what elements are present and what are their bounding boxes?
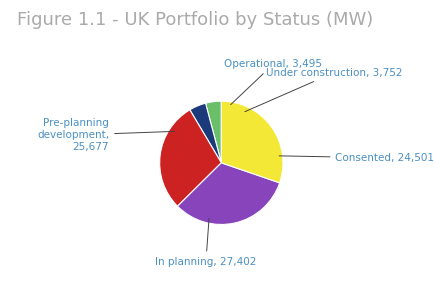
Text: Figure 1.1 - UK Portfolio by Status (MW): Figure 1.1 - UK Portfolio by Status (MW): [17, 11, 374, 29]
Wedge shape: [206, 101, 221, 163]
Wedge shape: [190, 103, 221, 163]
Wedge shape: [160, 110, 221, 206]
Text: In planning, 27,402: In planning, 27,402: [155, 219, 256, 266]
Text: Under construction, 3,752: Under construction, 3,752: [245, 68, 402, 112]
Text: Consented, 24,501: Consented, 24,501: [279, 153, 434, 163]
Wedge shape: [221, 101, 283, 183]
Wedge shape: [178, 163, 279, 224]
Text: Operational, 3,495: Operational, 3,495: [224, 59, 322, 105]
Text: Pre-planning
development,
25,677: Pre-planning development, 25,677: [37, 118, 174, 152]
